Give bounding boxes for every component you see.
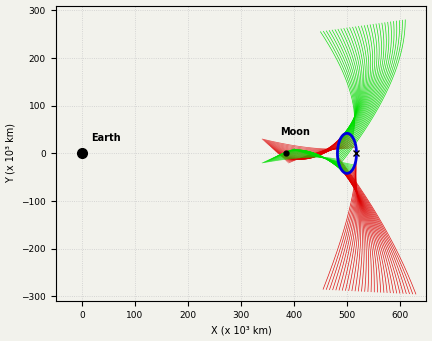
- Text: Moon: Moon: [280, 127, 310, 137]
- X-axis label: X (x 10³ km): X (x 10³ km): [211, 325, 271, 336]
- Y-axis label: Y (x 10³ km): Y (x 10³ km): [6, 123, 16, 183]
- Text: Earth: Earth: [92, 133, 121, 144]
